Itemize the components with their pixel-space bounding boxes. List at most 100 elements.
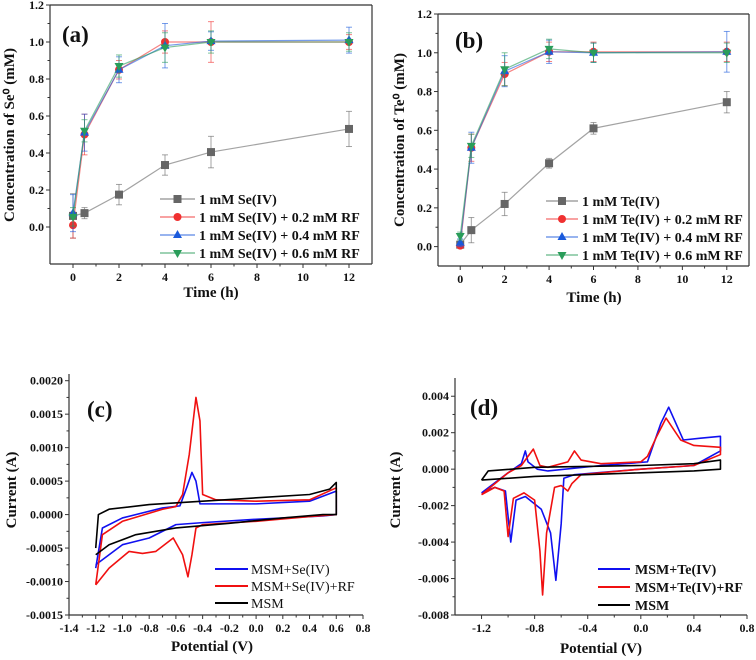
y-tick-label: 0.000 <box>422 462 449 476</box>
y-tick-label: 0.0005 <box>30 474 63 488</box>
marker-square <box>722 98 731 107</box>
series-3 <box>68 30 354 227</box>
series-0 <box>69 110 353 239</box>
legend-label: 1 mM Te(IV) + 0.6 mM RF <box>582 249 743 264</box>
legend-label: MSM+Te(IV)+RF <box>635 581 743 596</box>
x-tick-label: -1.4 <box>60 621 79 635</box>
y-tick-label: -0.0005 <box>26 541 63 555</box>
marker-triangle-down <box>160 44 170 53</box>
y-tick-label: 1.2 <box>417 7 432 21</box>
y-axis-title: Current (A) <box>4 452 20 529</box>
y-axis-title: Concentration of Te⁰ (mM) <box>392 53 408 227</box>
x-tick-label: 4 <box>546 272 552 286</box>
x-tick-label: -0.6 <box>166 621 185 635</box>
y-tick-label: -0.002 <box>418 499 449 513</box>
y-tick-label: 0.0010 <box>30 441 63 455</box>
cv-curve <box>94 396 338 586</box>
series-line <box>72 39 350 214</box>
x-tick-label: 2 <box>116 270 122 284</box>
y-tick-label: 0.2 <box>417 201 432 215</box>
legend-label: 1 mM Se(IV) + 0.2 mM RF <box>199 211 360 226</box>
legend-item: MSM+Se(IV)+RF <box>215 580 355 595</box>
series-0 <box>481 406 722 582</box>
x-axis-title: Time (h) <box>183 285 238 301</box>
x-tick-label: 0.2 <box>275 621 290 635</box>
x-tick-label: 2 <box>502 272 508 286</box>
y-tick-label: 0.2 <box>29 183 44 197</box>
y-tick-label: 1.0 <box>29 35 44 49</box>
marker-triangle-up <box>557 232 567 240</box>
x-tick-label: -1.2 <box>472 621 491 635</box>
legend-item: MSM <box>598 599 669 614</box>
legend-label: 1 mM Se(IV) + 0.6 mM RF <box>199 247 360 262</box>
x-tick-label: 0.4 <box>686 621 701 635</box>
y-tick-label: 0.6 <box>417 123 432 137</box>
marker-square <box>80 209 89 218</box>
marker-triangle-down <box>173 250 182 258</box>
x-tick-label: 4 <box>162 270 168 284</box>
x-tick-label: 12 <box>721 272 733 286</box>
panel-label: (a) <box>62 22 89 47</box>
x-tick-label: 0.0 <box>633 621 648 635</box>
legend-label: MSM <box>251 597 284 612</box>
x-tick-label: -1.0 <box>113 621 132 635</box>
y-tick-label: 0.4 <box>417 162 432 176</box>
series-line <box>72 41 349 217</box>
x-tick-label: 6 <box>591 272 597 286</box>
marker-square <box>467 226 476 235</box>
y-tick-label: 0.0 <box>417 240 432 254</box>
marker-triangle-down <box>68 213 78 222</box>
x-tick-label: -0.4 <box>193 621 212 635</box>
marker-triangle-down <box>722 49 732 58</box>
marker-triangle-down <box>455 232 465 241</box>
legend-label: MSM+Se(IV) <box>251 563 330 578</box>
x-tick-label: 10 <box>676 272 688 286</box>
panel-a: 0 2 4 6 8 10 12 0.0 0.2 0.4 0.6 0.8 1.0 1.2 Time (h) Co… <box>2 0 373 301</box>
marker-square <box>207 148 215 157</box>
series-0 <box>94 471 338 569</box>
legend-label: MSM+Te(IV) <box>635 563 717 578</box>
legend-item: MSM+Se(IV) <box>215 563 330 578</box>
series-2 <box>480 459 722 481</box>
y-axis-title: Current (A) <box>388 452 404 529</box>
series-3 <box>455 38 732 241</box>
legend-label: 1 mM Te(IV) <box>582 195 660 210</box>
legend-item: MSM <box>215 597 284 612</box>
y-tick-label: 0.6 <box>29 109 44 123</box>
cv-curve <box>94 481 338 556</box>
legend-item: 1 mM Te(IV) + 0.6 mM RF <box>546 249 743 264</box>
y-tick-label: -0.006 <box>418 572 449 586</box>
cv-curve <box>481 406 722 582</box>
y-tick-label: 0.8 <box>29 72 44 86</box>
x-tick-label: 12 <box>343 270 355 284</box>
y-tick-label: -0.004 <box>418 535 449 549</box>
marker-triangle-down <box>80 127 89 136</box>
marker-square <box>161 161 169 170</box>
panel-b: 0 2 4 6 8 10 12 0.0 0.2 0.4 0.6 0.8 1.0 1.2 Time (h) Co… <box>392 7 750 306</box>
marker-square <box>500 199 509 208</box>
marker-square <box>173 195 182 203</box>
x-tick-label: 0 <box>70 270 76 284</box>
legend-item: 1 mM Se(IV) <box>160 193 277 208</box>
marker-square <box>545 159 554 168</box>
series-1 <box>94 396 338 586</box>
y-tick-label: 0.0020 <box>30 374 63 388</box>
x-tick-label: 0.8 <box>740 621 755 635</box>
marker-square <box>345 124 353 133</box>
y-tick-label: 0.8 <box>417 85 432 99</box>
y-tick-label: 0.0000 <box>30 508 63 522</box>
marker-triangle-up <box>455 237 465 246</box>
x-tick-label: 8 <box>635 272 641 286</box>
cv-curve <box>480 459 722 481</box>
series-2 <box>94 481 338 556</box>
x-tick-label: -0.8 <box>140 621 159 635</box>
marker-square <box>115 190 123 199</box>
panel-label: (c) <box>87 397 113 422</box>
marker-triangle-down <box>466 142 476 151</box>
marker-triangle-down <box>589 49 598 58</box>
y-tick-label: 1.2 <box>29 0 44 12</box>
marker-triangle-up <box>173 230 182 238</box>
y-tick-label: 1.0 <box>417 46 432 60</box>
x-tick-label: -0.8 <box>525 621 544 635</box>
